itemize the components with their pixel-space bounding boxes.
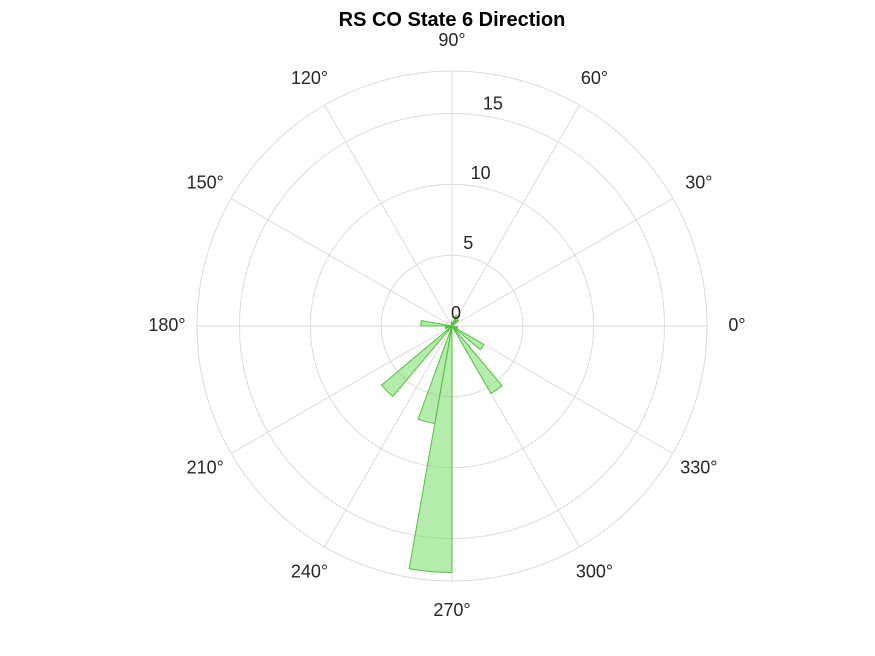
bar-95 (450, 321, 453, 327)
bar-305 (451, 325, 503, 395)
histogram-bars (380, 314, 503, 574)
spoke-150 (230, 198, 453, 327)
angle-label-240: 240° (291, 562, 328, 582)
bar-65 (451, 314, 459, 327)
radius-label-15: 15 (483, 93, 503, 113)
radius-label-10: 10 (471, 163, 491, 183)
bar-265 (408, 325, 453, 574)
bar-345 (451, 325, 459, 329)
angle-label-0: 0° (728, 315, 745, 335)
tick-labels: 0° 30° 60° 90° 120° 150° 180° 210° 240° 270° 300° 3… (148, 30, 745, 620)
angle-label-210: 210° (187, 457, 224, 477)
chart-title: RS CO State 6 Direction (339, 9, 566, 31)
bar-195 (444, 325, 453, 330)
angle-label-330: 330° (680, 457, 717, 477)
angle-label-150: 150° (187, 172, 224, 192)
angle-label-300: 300° (576, 562, 613, 582)
angle-label-60: 60° (581, 68, 608, 88)
spoke-330 (451, 325, 674, 454)
spoke-120 (324, 104, 453, 327)
angle-label-270: 270° (433, 600, 470, 620)
outer-ring (196, 70, 708, 582)
radius-label-0: 0 (451, 303, 461, 323)
bar-45 (451, 318, 460, 327)
spoke-30 (451, 198, 674, 327)
angle-label-90: 90° (438, 30, 465, 50)
bar-325 (451, 325, 485, 351)
spoke-60 (451, 104, 580, 327)
angle-label-30: 30° (685, 172, 712, 192)
spoke-210 (230, 325, 453, 454)
angle-label-120: 120° (291, 68, 328, 88)
angle-label-180: 180° (148, 315, 185, 335)
radius-label-5: 5 (463, 233, 473, 253)
bar-225 (380, 325, 453, 398)
bar-175 (420, 320, 453, 327)
